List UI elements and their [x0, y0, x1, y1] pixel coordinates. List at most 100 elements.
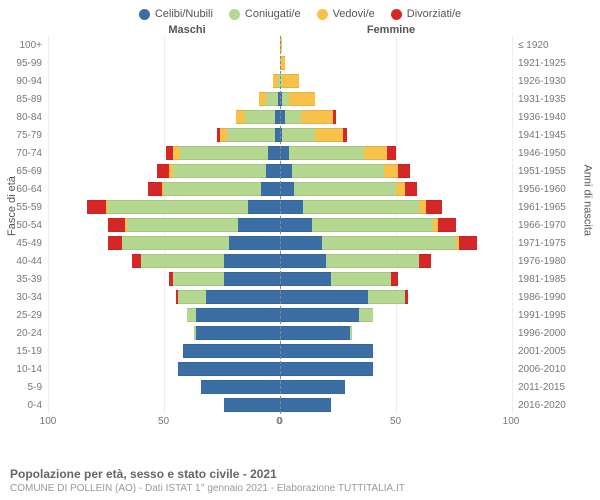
- bar-female: [280, 38, 512, 52]
- chart-title: Popolazione per età, sesso e stato civil…: [10, 467, 590, 481]
- bar-segment: [280, 398, 331, 412]
- bar-segment: [280, 182, 294, 196]
- bar-segment: [173, 272, 224, 286]
- birth-year-label: 1951-1955: [512, 166, 590, 177]
- bar-segment: [301, 110, 333, 124]
- column-headers: Maschi Femmine: [0, 24, 600, 36]
- age-label: 65-69: [0, 166, 48, 177]
- bar-male: [48, 362, 280, 376]
- bar-segment: [141, 254, 225, 268]
- bar-segment: [280, 146, 289, 160]
- bar-segment: [224, 254, 280, 268]
- bar-segment: [396, 182, 405, 196]
- birth-year-label: 1991-1995: [512, 310, 590, 321]
- bar-female: [280, 362, 512, 376]
- age-label: 0-4: [0, 400, 48, 411]
- bar-female: [280, 380, 512, 394]
- bar-segment: [259, 92, 266, 106]
- bar-female: [280, 290, 512, 304]
- legend-item: Divorziati/e: [391, 8, 461, 20]
- bar-segment: [183, 344, 280, 358]
- pyramid-row: 20-241996-2000: [0, 324, 600, 342]
- legend-label: Divorziati/e: [407, 8, 461, 20]
- header-female: Femmine: [300, 24, 530, 36]
- bar-male: [48, 344, 280, 358]
- bar-segment: [280, 164, 292, 178]
- birth-year-label: 2006-2010: [512, 364, 590, 375]
- bar-segment: [148, 182, 162, 196]
- bar-male: [48, 200, 280, 214]
- birth-year-label: 1996-2000: [512, 328, 590, 339]
- plot-area: 100+≤ 192095-991921-192590-941926-193085…: [0, 36, 600, 414]
- bar-segment: [166, 146, 173, 160]
- bar-male: [48, 182, 280, 196]
- bar-segment: [285, 110, 301, 124]
- bar-segment: [292, 164, 385, 178]
- legend-swatch: [139, 9, 150, 20]
- bar-segment: [180, 146, 268, 160]
- bar-segment: [280, 344, 373, 358]
- bar-segment: [127, 218, 238, 232]
- bar-segment: [196, 308, 280, 322]
- bar-female: [280, 200, 512, 214]
- bar-segment: [280, 380, 345, 394]
- bar-male: [48, 398, 280, 412]
- bar-segment: [220, 128, 227, 142]
- birth-year-label: 1931-1935: [512, 94, 590, 105]
- bar-segment: [178, 362, 280, 376]
- pyramid-row: 10-142006-2010: [0, 360, 600, 378]
- bar-segment: [196, 326, 280, 340]
- x-tick-label: 100: [499, 416, 523, 427]
- bar-male: [48, 326, 280, 340]
- bar-segment: [280, 308, 359, 322]
- bar-segment: [229, 236, 280, 250]
- birth-year-label: 1936-1940: [512, 112, 590, 123]
- bar-segment: [238, 218, 280, 232]
- bar-segment: [178, 290, 206, 304]
- bar-segment: [426, 200, 442, 214]
- bar-male: [48, 38, 280, 52]
- pyramid-row: 65-69 1951-1955: [0, 162, 600, 180]
- pyramid-row: 55-591961-1965: [0, 198, 600, 216]
- bar-segment: [322, 236, 457, 250]
- bar-segment: [387, 146, 396, 160]
- bar-segment: [405, 182, 417, 196]
- x-tick-label: 100: [36, 416, 60, 427]
- bar-segment: [245, 110, 275, 124]
- age-label: 70-74: [0, 148, 48, 159]
- pyramid-row: 15-192001-2005: [0, 342, 600, 360]
- bar-male: [48, 218, 280, 232]
- bar-segment: [294, 182, 396, 196]
- bar-female: [280, 110, 512, 124]
- bar-male: [48, 146, 280, 160]
- bar-male: [48, 290, 280, 304]
- bar-segment: [280, 254, 326, 268]
- age-label: 5-9: [0, 382, 48, 393]
- bar-segment: [459, 236, 478, 250]
- legend-label: Vedovi/e: [333, 8, 375, 20]
- birth-year-label: 1946-1950: [512, 148, 590, 159]
- bar-segment: [384, 164, 398, 178]
- pyramid-row: 95-991921-1925: [0, 54, 600, 72]
- bar-segment: [132, 254, 141, 268]
- bar-segment: [419, 200, 426, 214]
- age-label: 40-44: [0, 256, 48, 267]
- bar-female: [280, 74, 512, 88]
- bar-segment: [122, 236, 229, 250]
- pyramid-chart: Celibi/NubiliConiugati/eVedovi/eDivorzia…: [0, 0, 600, 500]
- pyramid-row: 70-74 1946-1950: [0, 144, 600, 162]
- pyramid-row: 25-291991-1995: [0, 306, 600, 324]
- bar-segment: [173, 164, 266, 178]
- bar-male: [48, 308, 280, 322]
- birth-year-label: 1986-1990: [512, 292, 590, 303]
- bar-segment: [391, 272, 398, 286]
- y-axis-label-left: Fasce di età: [6, 176, 18, 236]
- bar-female: [280, 218, 512, 232]
- bar-segment: [280, 200, 303, 214]
- birth-year-label: 1926-1930: [512, 76, 590, 87]
- birth-year-label: 1961-1965: [512, 202, 590, 213]
- legend-label: Celibi/Nubili: [155, 8, 213, 20]
- bar-female: [280, 344, 512, 358]
- legend-item: Vedovi/e: [317, 8, 375, 20]
- y-axis-label-right: Anni di nascita: [582, 164, 594, 236]
